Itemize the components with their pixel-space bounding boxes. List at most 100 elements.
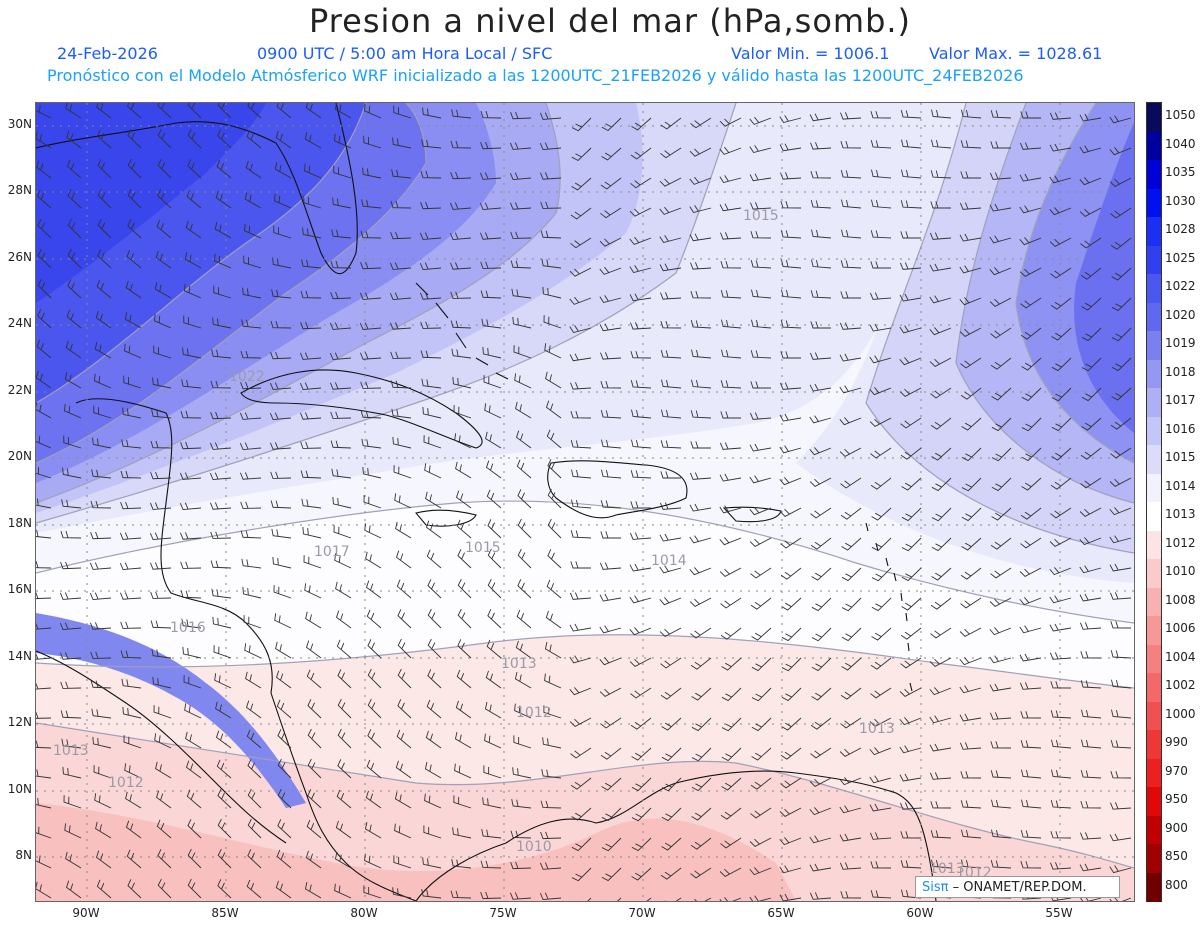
wind-barb <box>246 729 262 749</box>
wind-barb <box>721 777 742 791</box>
wind-barb <box>332 496 352 509</box>
wind-barb <box>870 890 892 899</box>
wind-barb <box>330 411 352 419</box>
wind-barb <box>690 627 712 639</box>
wind-barb <box>93 405 112 419</box>
wind-barb <box>841 537 862 551</box>
wind-barb <box>276 699 292 719</box>
wind-barb <box>960 771 982 779</box>
wind-barb <box>65 851 82 869</box>
wind-barb <box>270 351 292 360</box>
wind-barb <box>810 290 832 299</box>
wind-barb <box>151 409 172 419</box>
wind-barb <box>337 698 352 719</box>
wind-barb <box>901 169 922 179</box>
wind-barb <box>185 760 202 779</box>
wind-barb <box>601 867 622 882</box>
wind-barb <box>721 747 742 762</box>
wind-barb <box>601 439 622 449</box>
wind-barb <box>543 705 562 719</box>
wind-barb <box>304 132 322 149</box>
wind-barb <box>273 585 292 599</box>
lat-label: 28N <box>7 183 32 197</box>
wind-barb <box>395 760 412 779</box>
wind-barb <box>62 467 82 479</box>
wind-barb <box>247 788 262 809</box>
wind-barb <box>149 502 172 510</box>
wind-barb <box>300 412 322 420</box>
wind-barb <box>961 829 982 839</box>
wind-barb <box>243 615 262 629</box>
wind-barb <box>570 777 592 790</box>
wind-barb <box>211 588 232 599</box>
wind-barb <box>247 759 262 779</box>
wind-barb <box>180 410 202 419</box>
colorbar-segment <box>1147 815 1161 845</box>
wind-barb <box>123 375 142 389</box>
wind-barb <box>455 700 472 719</box>
contour-label: 1014 <box>651 553 687 569</box>
wind-barb <box>630 380 652 389</box>
wind-barb <box>1019 205 1042 214</box>
wind-barb <box>275 880 292 899</box>
wind-barb <box>243 255 262 269</box>
wind-barb <box>119 532 142 540</box>
wind-barb <box>960 387 982 400</box>
wind-barb <box>480 261 502 269</box>
wind-barb <box>64 403 82 419</box>
wind-barb <box>1020 327 1042 340</box>
wind-barb <box>721 657 742 671</box>
wind-barb <box>1020 740 1042 749</box>
wind-barb <box>631 409 652 419</box>
wind-barb <box>335 581 352 599</box>
wind-barb <box>1111 267 1132 281</box>
wind-barb <box>569 267 592 277</box>
wind-barb <box>540 800 562 809</box>
wind-barb <box>120 470 142 479</box>
wind-barb <box>900 231 922 239</box>
wind-barb <box>1109 147 1132 156</box>
wind-barb <box>871 507 892 521</box>
wind-barb <box>365 551 382 569</box>
wind-barb <box>1110 207 1132 219</box>
wind-barb <box>123 735 142 749</box>
wind-barb <box>840 477 862 489</box>
wind-barb <box>59 622 82 631</box>
wind-barb <box>989 655 1012 664</box>
wind-barb <box>1050 862 1072 870</box>
wind-barb <box>781 657 802 672</box>
wind-barb <box>97 218 112 239</box>
wind-barb <box>305 640 322 659</box>
wind-barb <box>1051 447 1072 461</box>
colorbar-segment <box>1147 359 1161 389</box>
puerto-rico-coast <box>722 506 782 523</box>
wind-barb <box>484 403 502 419</box>
logo-org: – ONAMET/REP.DOM. <box>952 880 1087 895</box>
wind-barb <box>330 260 352 269</box>
wind-barb <box>63 435 82 449</box>
wind-barb <box>331 229 352 239</box>
wind-barb <box>901 139 922 149</box>
wind-barb <box>930 627 952 639</box>
wind-barb <box>179 472 202 480</box>
wind-barb <box>456 519 472 539</box>
wind-barb <box>1049 143 1072 152</box>
wind-barb <box>487 519 502 539</box>
wind-barb <box>660 292 682 300</box>
wind-barb <box>420 321 442 329</box>
colorbar-segment <box>1147 445 1161 474</box>
wind-barb <box>841 199 862 209</box>
wind-barb <box>630 351 652 359</box>
wind-barb <box>780 230 802 239</box>
wind-barb <box>659 627 682 637</box>
wind-barb <box>571 807 592 821</box>
wind-barb <box>244 643 262 659</box>
wind-barb <box>392 436 412 449</box>
wind-barb <box>36 529 52 539</box>
wind-barb <box>62 766 82 779</box>
wind-barb <box>719 442 742 450</box>
wind-barb <box>337 669 352 689</box>
wind-barb <box>1079 622 1102 630</box>
wind-barb <box>809 447 832 456</box>
colorbar-segment <box>1147 673 1161 702</box>
